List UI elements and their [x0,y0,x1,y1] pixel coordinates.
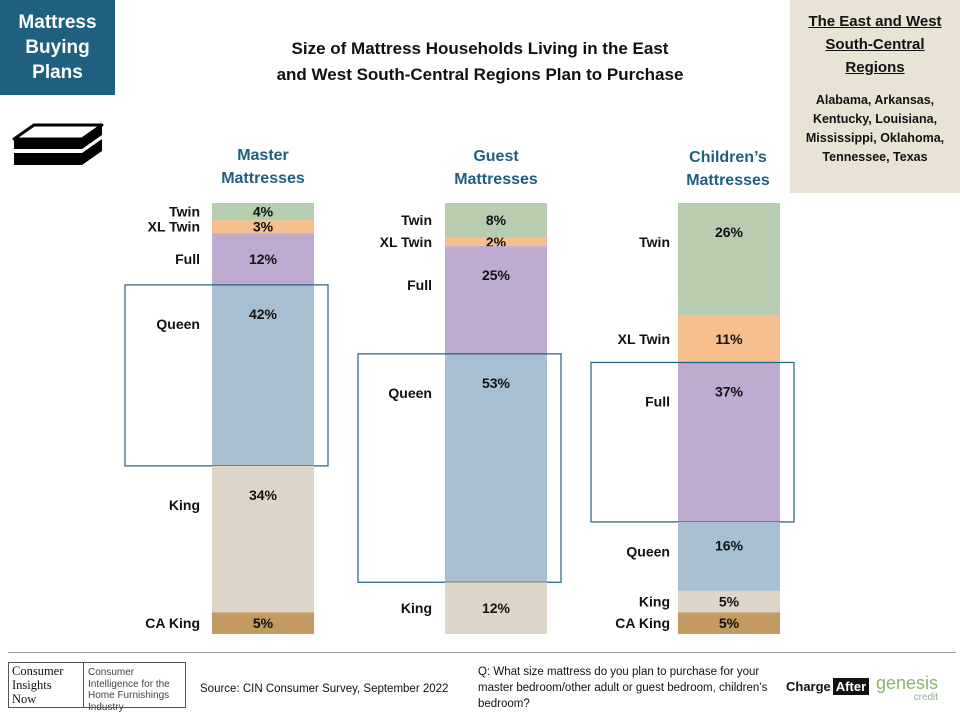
cin-logo-word-2: Insights [12,678,52,692]
survey-question: Q: What size mattress do you plan to pur… [478,666,768,710]
cin-logo-tagline: Consumer Intelligence for the Home Furni… [88,667,170,713]
footer-divider [8,652,956,653]
category-label-master-full: Full [175,251,200,267]
bar-master-king [212,465,314,613]
bar-guest-full [445,246,547,354]
category-label-guest-king: King [401,600,432,616]
column-header-guest-line-2: Mattresses [454,171,538,188]
value-label-guest-twin: 8% [486,212,507,228]
value-label-guest-full: 25% [482,267,511,283]
bar-guest-queen [445,353,547,583]
value-label-children-s-queen: 16% [715,537,744,553]
bar-children-s-twin [678,203,780,316]
bar-master-xl-twin [212,220,314,234]
section-badge: Mattress Buying Plans [0,0,115,95]
bar-guest-xl-twin [445,237,547,247]
column-header-children: Children’s Mattresses [653,146,803,192]
category-label-children-s-full: Full [645,393,670,409]
category-label-guest-xl-twin: XL Twin [380,234,432,250]
badge-line-2: Buying [25,37,90,58]
value-label-master-queen: 42% [249,306,278,322]
chargeafter-logo-after: After [832,678,870,695]
cin-logo-word-1: Consumer [12,664,64,678]
region-info-box: The East and West South-Central Regions … [790,0,960,193]
bar-children-s-king [678,590,780,613]
value-label-master-twin: 4% [253,204,274,220]
category-label-children-s-twin: Twin [639,234,670,250]
value-label-guest-xl-twin: 2% [486,234,507,250]
column-header-guest: Guest Mattresses [421,145,571,191]
category-label-guest-queen: Queen [388,385,432,401]
value-label-master-xl-twin: 3% [253,219,274,235]
bar-children-s-queen [678,521,780,591]
genesis-logo-word: genesis [876,673,939,693]
bar-master-twin [212,203,314,221]
chargeafter-logo: Charge After [786,678,870,695]
column-header-master-line-1: Master [237,147,289,164]
value-label-master-full: 12% [249,251,278,267]
value-label-children-s-full: 37% [715,383,744,399]
cin-logo-word-3: Now [12,692,37,706]
value-label-guest-king: 12% [482,600,511,616]
value-label-children-s-xl-twin: 11% [715,331,743,347]
value-label-children-s-ca-king: 5% [719,615,740,631]
column-header-master: Master Mattresses [188,144,338,190]
bar-master-full [212,233,314,285]
category-label-guest-full: Full [407,277,432,293]
bar-children-s-full [678,362,780,522]
category-label-master-xl-twin: XL Twin [148,219,200,235]
badge-line-1: Mattress [18,12,97,33]
category-label-master-queen: Queen [156,316,200,332]
bar-children-s-ca-king [678,612,780,634]
value-label-children-s-twin: 26% [715,224,744,240]
category-label-children-s-ca-king: CA King [615,615,670,631]
column-header-master-line-2: Mattresses [221,170,305,187]
bar-master-ca-king [212,612,314,634]
genesis-logo-credit: credit [913,692,939,703]
chargeafter-logo-charge: Charge [786,679,831,694]
chart-title-line-2: and West South-Central Regions Plan to P… [276,65,684,84]
badge-line-3: Plans [32,62,83,83]
cin-logo-wordmark: Consumer Insights Now [9,663,84,707]
category-label-master-ca-king: CA King [145,615,200,631]
region-states: Alabama, Arkansas, Kentucky, Louisiana, … [805,93,945,164]
column-header-children-line-1: Children’s [689,149,767,166]
value-label-children-s-king: 5% [719,594,740,610]
region-title: The East and West South-Central Regions [808,13,942,76]
chart-title: Size of Mattress Households Living in th… [220,36,740,88]
bar-children-s-xl-twin [678,315,780,363]
category-label-guest-twin: Twin [401,212,432,228]
category-label-children-s-queen: Queen [626,543,670,559]
column-header-guest-line-1: Guest [473,148,519,165]
value-label-master-ca-king: 5% [253,615,274,631]
category-label-master-twin: Twin [169,204,200,220]
column-header-children-line-2: Mattresses [686,172,770,189]
value-label-guest-queen: 53% [482,375,511,391]
chart-title-line-1: Size of Mattress Households Living in th… [291,39,669,58]
category-label-children-s-king: King [639,594,670,610]
bar-guest-king [445,582,547,634]
cin-logo: Consumer Insights Now Consumer Intellige… [8,662,186,713]
source-note: Source: CIN Consumer Survey, September 2… [200,683,449,695]
category-label-children-s-xl-twin: XL Twin [618,331,670,347]
category-label-master-king: King [169,497,200,513]
bar-master-queen [212,284,314,466]
mattress-icon [12,123,104,165]
bar-guest-twin [445,203,547,238]
genesis-credit-logo: genesis credit [876,674,938,703]
value-label-master-king: 34% [249,487,278,503]
